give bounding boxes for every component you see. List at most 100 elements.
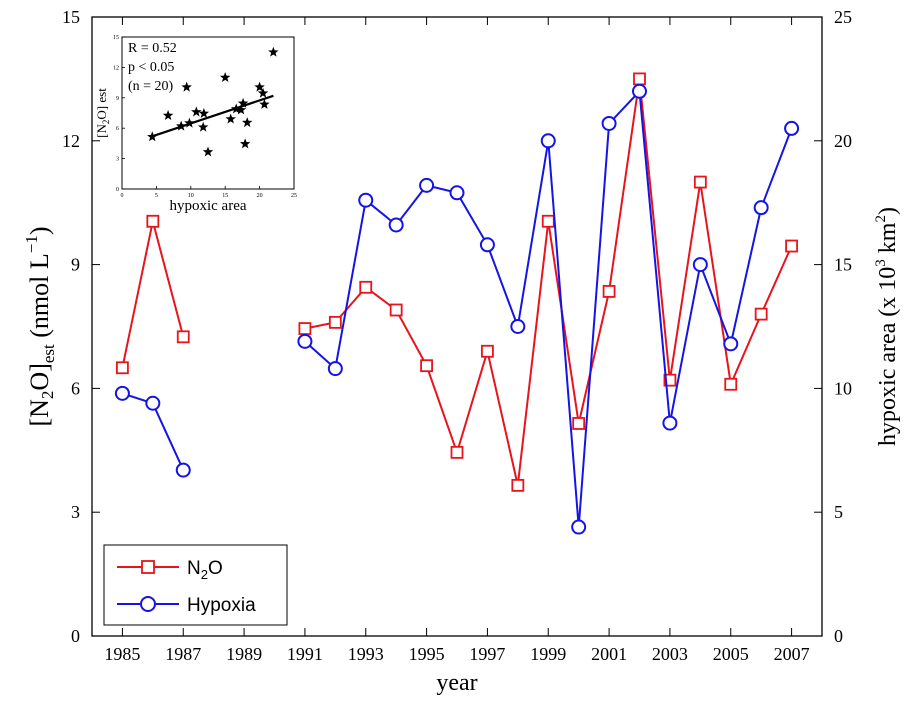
- inset-point: [198, 108, 210, 118]
- x-tick-label: 1989: [226, 644, 262, 664]
- inset-point: [181, 81, 192, 92]
- hypoxia-point: [358, 192, 374, 208]
- inset-point: [239, 138, 251, 149]
- y-right-tick-label: 5: [834, 502, 843, 522]
- inset-y-tick-label: 0: [116, 187, 119, 193]
- inset-point: [147, 131, 158, 142]
- y-left-tick-label: 12: [62, 131, 80, 151]
- hypoxia-point: [601, 115, 617, 131]
- inset-frame: [121, 36, 295, 190]
- hypoxia-point: [571, 519, 587, 535]
- x-tick-label: 2005: [713, 644, 749, 664]
- inset-y-tick-label: 12: [113, 65, 119, 71]
- inset-x-tick-label: 15: [222, 193, 228, 199]
- legend-n2o-label: N2O: [187, 558, 223, 582]
- inset-y-tick-label: 9: [116, 96, 119, 102]
- inset-y-tick-label: 15: [113, 35, 119, 41]
- inset-point: [162, 110, 174, 120]
- hypoxia-point: [479, 237, 495, 253]
- x-tick-label: 2001: [591, 644, 627, 664]
- inset-x-tick-label: 0: [121, 193, 124, 199]
- inset-point: [219, 72, 231, 82]
- hypoxia-point: [510, 319, 526, 334]
- inset-point: [197, 121, 209, 132]
- hypoxia-point: [449, 185, 465, 201]
- inset-x-tick-label: 10: [188, 193, 194, 199]
- n2o-point: [724, 377, 738, 391]
- n2o-series-line: [121, 221, 185, 369]
- hypoxia-point: [692, 257, 708, 273]
- n2o-point: [541, 214, 555, 228]
- inset-x-axis-label: hypoxic area: [169, 198, 246, 214]
- legend-n2o-marker: [141, 560, 155, 574]
- x-tick-label: 2007: [774, 644, 810, 664]
- inset-x-tick-label: 25: [291, 193, 297, 199]
- inset-y-tick-label: 3: [116, 157, 119, 163]
- x-tick-label: 1995: [409, 644, 445, 664]
- inset-point: [191, 106, 202, 117]
- y-right-tick-label: 10: [834, 378, 852, 398]
- legend-box: [103, 544, 288, 626]
- inset-annotation: p < 0.05: [128, 60, 174, 75]
- inset-x-tick-label: 20: [257, 193, 263, 199]
- hypoxia-point: [175, 462, 191, 478]
- n2o-point: [359, 280, 373, 294]
- inset-point: [257, 87, 269, 98]
- n2o-point: [785, 239, 798, 253]
- inset-annotation: (n = 20): [128, 79, 174, 94]
- inset-y-axis-label: [N2O] est: [94, 88, 111, 138]
- n2o-point: [602, 285, 616, 298]
- hypoxia-point: [753, 200, 769, 216]
- y-right-tick-label: 25: [834, 7, 852, 27]
- n2o-point: [572, 417, 586, 430]
- hypoxia-point: [388, 217, 404, 233]
- inset-point: [225, 113, 236, 124]
- inset-annotation: R = 0.52: [128, 41, 177, 56]
- x-tick-label: 1987: [165, 644, 201, 664]
- inset-point: [241, 117, 253, 128]
- hypoxia-point: [327, 361, 343, 377]
- hypoxia-point: [632, 83, 647, 99]
- inset-fit-line: [151, 94, 274, 138]
- x-axis-label: year: [436, 670, 477, 696]
- x-tick-label: 1991: [287, 644, 323, 664]
- inset-x-tick-label: 5: [155, 193, 158, 199]
- y-left-axis-label: [N2O]est (nmol L−1): [22, 226, 58, 426]
- n2o-point: [693, 175, 707, 189]
- x-tick-label: 2003: [652, 644, 688, 664]
- x-tick-label: 1999: [530, 644, 566, 664]
- inset-point: [237, 97, 249, 108]
- n2o-point: [146, 214, 160, 228]
- y-left-tick-label: 6: [71, 378, 80, 398]
- inset-point: [268, 46, 279, 57]
- inset-point: [202, 146, 214, 157]
- hypoxia-point: [662, 415, 678, 431]
- n2o-point: [450, 445, 464, 459]
- x-tick-label: 1993: [348, 644, 384, 664]
- n2o-point: [633, 72, 646, 86]
- y-right-tick-label: 15: [834, 255, 852, 275]
- inset-point: [175, 120, 187, 131]
- y-right-axis-label: hypoxic area (x 103 km2): [873, 207, 901, 446]
- hypoxia-point: [297, 333, 313, 349]
- hypoxia-point: [114, 385, 130, 401]
- legend-hypoxia-label: Hypoxia: [187, 595, 256, 616]
- n2o-point: [389, 303, 403, 317]
- y-right-tick-label: 20: [834, 131, 852, 151]
- n2o-point: [176, 330, 190, 344]
- inset-point: [184, 117, 195, 128]
- hypoxia-point: [540, 133, 556, 149]
- hypoxia-point: [784, 120, 800, 136]
- plot-frame: [91, 16, 823, 637]
- n2o-point: [420, 359, 433, 373]
- n2o-point: [298, 322, 312, 335]
- hypoxia-point: [419, 177, 435, 193]
- n2o-point: [754, 307, 768, 321]
- inset-point: [254, 81, 265, 92]
- x-tick-label: 1997: [469, 644, 505, 664]
- inset-point: [259, 98, 270, 109]
- y-left-tick-label: 9: [71, 255, 80, 275]
- y-left-tick-label: 3: [71, 502, 80, 522]
